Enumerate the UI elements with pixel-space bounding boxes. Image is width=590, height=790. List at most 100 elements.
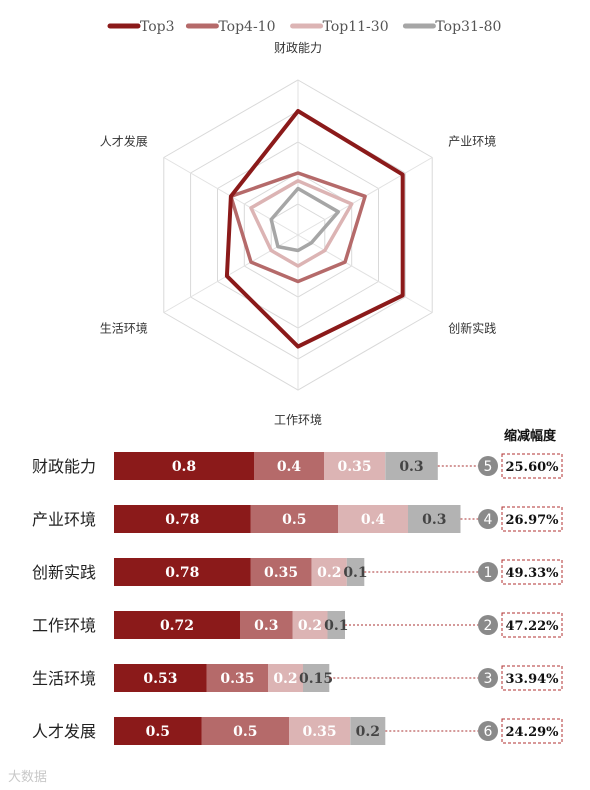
rank-number: 5 (484, 459, 493, 475)
bar-segment (201, 717, 289, 745)
bar-segment (254, 452, 324, 480)
legend-label: Top11-30 (323, 19, 389, 35)
bar-value-label: 0.2 (273, 671, 297, 687)
reduction-box (501, 559, 563, 585)
radar-axis-label: 人才发展 (100, 134, 148, 149)
bar-row: 产业环境 0.78 0.5 0.4 0.3 4 26.97% (32, 505, 563, 533)
bar-segment (289, 717, 351, 745)
reduction-value: 49.33% (505, 566, 559, 581)
bar-value-label: 0.1 (324, 618, 348, 634)
bar-segment (327, 611, 345, 639)
bar-value-label: 0.1 (343, 565, 367, 581)
bar-value-label: 0.4 (277, 459, 302, 475)
bar-value-label: 0.72 (160, 618, 194, 634)
radar-axis-label: 生活环境 (100, 321, 148, 336)
bar-segment (350, 717, 386, 745)
rank-badge (478, 721, 498, 741)
radar-axis-label: 工作环境 (274, 412, 322, 427)
bar-row: 创新实践 0.78 0.35 0.2 0.1 1 49.33% (32, 558, 563, 586)
bar-segment (268, 664, 303, 692)
bar-category-label: 财政能力 (32, 457, 96, 476)
bar-segment (240, 611, 293, 639)
bar-value-label: 0.2 (317, 565, 341, 581)
bar-category-label: 工作环境 (32, 616, 96, 635)
bar-value-label: 0.5 (233, 724, 257, 740)
radar-spoke (297, 234, 433, 313)
bar-category-label: 创新实践 (32, 563, 96, 582)
bar-value-label: 0.35 (303, 724, 337, 740)
reduction-box (501, 718, 563, 744)
rank-badge (478, 456, 498, 476)
legend-label: Top4-10 (218, 19, 275, 35)
bar-segment (303, 664, 330, 692)
reduction-value: 25.60% (505, 460, 559, 475)
bar-value-label: 0.5 (146, 724, 170, 740)
radar-spoke (163, 234, 299, 313)
bar-segment (311, 558, 347, 586)
bar-category-label: 产业环境 (32, 510, 96, 529)
bar-value-label: 0.3 (422, 512, 446, 528)
legend: Top3 Top4-10 Top11-30 Top31-80 (107, 19, 501, 35)
bar-value-label: 0.78 (165, 512, 199, 528)
bar-value-label: 0.35 (220, 671, 254, 687)
bar-segment (250, 558, 312, 586)
radar-axis-label: 产业环境 (448, 134, 496, 149)
radar-axis-label: 创新实践 (448, 321, 496, 336)
reduction-value: 26.97% (505, 513, 559, 528)
legend-label: Top3 (140, 19, 175, 35)
reduction-box (501, 506, 563, 532)
bar-value-label: 0.5 (282, 512, 306, 528)
reduction-header: 缩减幅度 (504, 428, 557, 444)
bar-row: 财政能力 0.8 0.4 0.35 0.3 5 25.60% (32, 452, 563, 480)
reduction-box (501, 612, 563, 638)
radar-series-top11-30 (249, 179, 354, 268)
reduction-box (501, 665, 563, 691)
bar-value-label: 0.53 (143, 671, 177, 687)
bar-segment (114, 717, 202, 745)
bar-segment (408, 505, 461, 533)
bar-row: 生活环境 0.53 0.35 0.2 0.15 3 33.94% (32, 664, 563, 692)
reduction-value: 33.94% (505, 672, 559, 687)
bar-category-label: 人才发展 (32, 722, 96, 741)
bar-value-label: 0.35 (338, 459, 372, 475)
watermark: 大数据 (8, 770, 48, 785)
bar-segment (346, 558, 365, 586)
rank-badge (478, 615, 498, 635)
radar-axis-label: 财政能力 (274, 41, 322, 55)
bar-value-label: 0.8 (172, 459, 196, 475)
radar-series-top31-80 (269, 186, 341, 253)
bar-segment (250, 505, 338, 533)
rank-number: 3 (484, 671, 493, 687)
rank-number: 1 (484, 565, 493, 581)
radar-series-top3 (224, 109, 405, 349)
bar-segment (385, 452, 438, 480)
rank-badge (478, 562, 498, 582)
bar-segment (114, 558, 251, 586)
reduction-box (501, 453, 563, 479)
bar-segment (114, 452, 254, 480)
bar-segment (114, 505, 251, 533)
bar-value-label: 0.78 (165, 565, 199, 581)
bar-row: 工作环境 0.72 0.3 0.2 0.1 2 47.22% (32, 611, 563, 639)
rank-badge (478, 509, 498, 529)
reduction-value: 24.29% (505, 725, 559, 740)
bar-value-label: 0.35 (264, 565, 298, 581)
bar-value-label: 0.2 (356, 724, 380, 740)
bar-segment (338, 505, 408, 533)
bar-segment (114, 611, 240, 639)
bar-value-label: 0.15 (299, 671, 333, 687)
bar-segment (114, 664, 207, 692)
rank-number: 2 (484, 618, 493, 634)
bar-value-label: 0.3 (254, 618, 278, 634)
bar-segment (206, 664, 268, 692)
bar-segment (324, 452, 386, 480)
bar-value-label: 0.3 (399, 459, 423, 475)
rank-number: 4 (484, 512, 493, 528)
rank-badge (478, 668, 498, 688)
bar-value-label: 0.2 (298, 618, 322, 634)
bar-segment (292, 611, 328, 639)
bar-category-label: 生活环境 (32, 669, 96, 688)
bar-row: 人才发展 0.5 0.5 0.35 0.2 6 24.29% (32, 717, 563, 745)
